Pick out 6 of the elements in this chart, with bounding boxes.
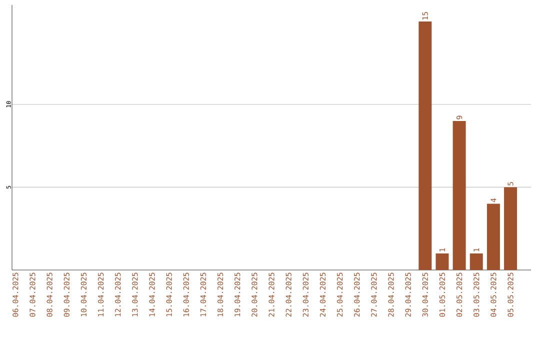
bar xyxy=(436,253,449,270)
bar xyxy=(486,204,500,270)
bar xyxy=(418,22,432,270)
bar xyxy=(452,120,466,270)
bar xyxy=(470,253,483,270)
bar xyxy=(504,187,518,270)
